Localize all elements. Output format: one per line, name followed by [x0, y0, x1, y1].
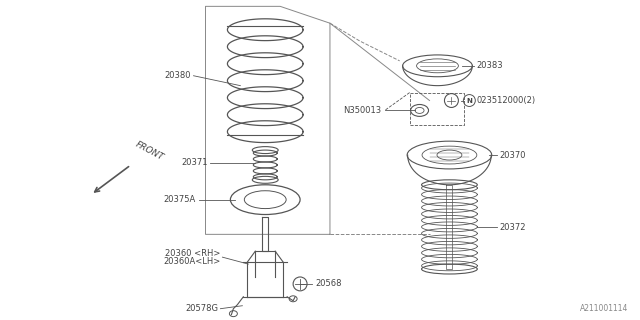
- Text: 20375A: 20375A: [163, 195, 196, 204]
- Ellipse shape: [422, 264, 477, 274]
- Text: 20578G: 20578G: [186, 304, 218, 313]
- Text: N: N: [467, 98, 472, 104]
- Ellipse shape: [422, 180, 477, 190]
- Ellipse shape: [417, 59, 458, 73]
- Text: 20380: 20380: [164, 71, 191, 80]
- Ellipse shape: [422, 146, 477, 164]
- Circle shape: [463, 95, 476, 107]
- Ellipse shape: [289, 296, 297, 302]
- Ellipse shape: [437, 150, 462, 160]
- Ellipse shape: [230, 185, 300, 214]
- Text: 20568: 20568: [315, 279, 342, 288]
- Text: 20370: 20370: [499, 150, 525, 160]
- Text: 023512000(2): 023512000(2): [476, 96, 536, 105]
- Ellipse shape: [244, 191, 286, 209]
- Text: 20360A<LH>: 20360A<LH>: [163, 257, 220, 266]
- Ellipse shape: [252, 147, 278, 154]
- Text: 20372: 20372: [499, 223, 525, 232]
- Text: FRONT: FRONT: [134, 140, 165, 162]
- Text: 20371: 20371: [181, 158, 207, 167]
- Ellipse shape: [407, 141, 492, 169]
- Ellipse shape: [403, 55, 472, 77]
- Ellipse shape: [229, 311, 237, 316]
- Text: A211001114: A211001114: [580, 304, 628, 313]
- Ellipse shape: [444, 93, 458, 108]
- Text: 20360 <RH>: 20360 <RH>: [165, 249, 220, 258]
- Text: 20383: 20383: [476, 61, 503, 70]
- Ellipse shape: [252, 176, 278, 183]
- Text: N350013: N350013: [344, 106, 381, 115]
- Ellipse shape: [293, 277, 307, 291]
- Ellipse shape: [415, 108, 424, 113]
- Ellipse shape: [411, 105, 429, 116]
